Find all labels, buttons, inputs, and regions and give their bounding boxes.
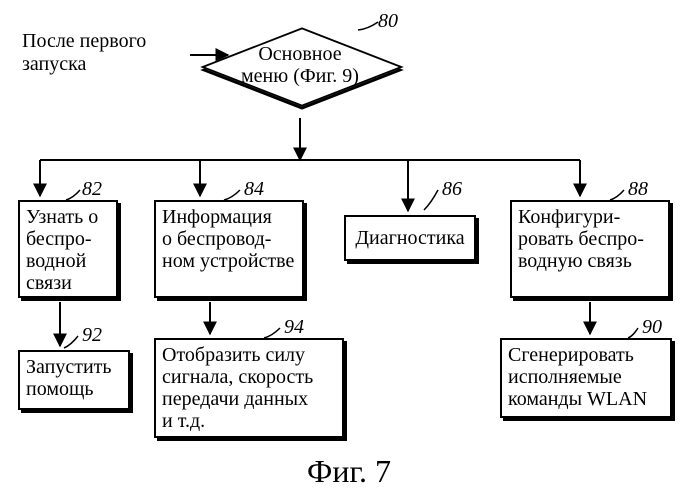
num-94: 94	[284, 316, 304, 339]
configure-text: Конфигури-ровать беспро-водную связь	[518, 206, 644, 272]
node-learn-wireless: Узнать обеспро-воднойсвязи	[18, 200, 118, 298]
node-launch-help: Запуститьпомощь	[18, 350, 130, 410]
num-90: 90	[642, 316, 662, 339]
num-80: 80	[378, 10, 398, 33]
wireless-info-text: Информацияо беспровод-ном устройстве	[162, 206, 294, 272]
node-display-signal: Отобразить силусигнала, скоростьпередачи…	[154, 338, 344, 438]
node-main-menu: Основноеменю (Фиг. 9)	[262, 27, 338, 103]
num-82: 82	[82, 178, 102, 201]
entry-label: После первогозапуска	[22, 30, 202, 76]
num-88: 88	[628, 178, 648, 201]
num-86: 86	[442, 178, 462, 201]
node-wireless-info: Информацияо беспровод-ном устройстве	[154, 200, 304, 298]
node-generate-wlan: Сгенерироватьисполняемыекоманды WLAN	[500, 338, 672, 418]
num-84: 84	[244, 178, 264, 201]
learn-wireless-text: Узнать обеспро-воднойсвязи	[26, 206, 98, 294]
generate-wlan-text: Сгенерироватьисполняемыекоманды WLAN	[508, 344, 647, 410]
num-92: 92	[82, 324, 102, 347]
entry-label-text: После первогозапуска	[22, 30, 146, 75]
launch-help-text: Запуститьпомощь	[26, 356, 112, 400]
flowchart-canvas: После первогозапуска Основноеменю (Фиг. …	[0, 0, 698, 500]
diagnostics-text: Диагностика	[355, 227, 464, 249]
figure-caption: Фиг. 7	[0, 453, 698, 490]
main-menu-text: Основноеменю (Фиг. 9)	[200, 43, 400, 87]
node-diagnostics: Диагностика	[344, 215, 476, 261]
node-configure: Конфигури-ровать беспро-водную связь	[510, 200, 670, 298]
display-signal-text: Отобразить силусигнала, скоростьпередачи…	[162, 344, 313, 432]
